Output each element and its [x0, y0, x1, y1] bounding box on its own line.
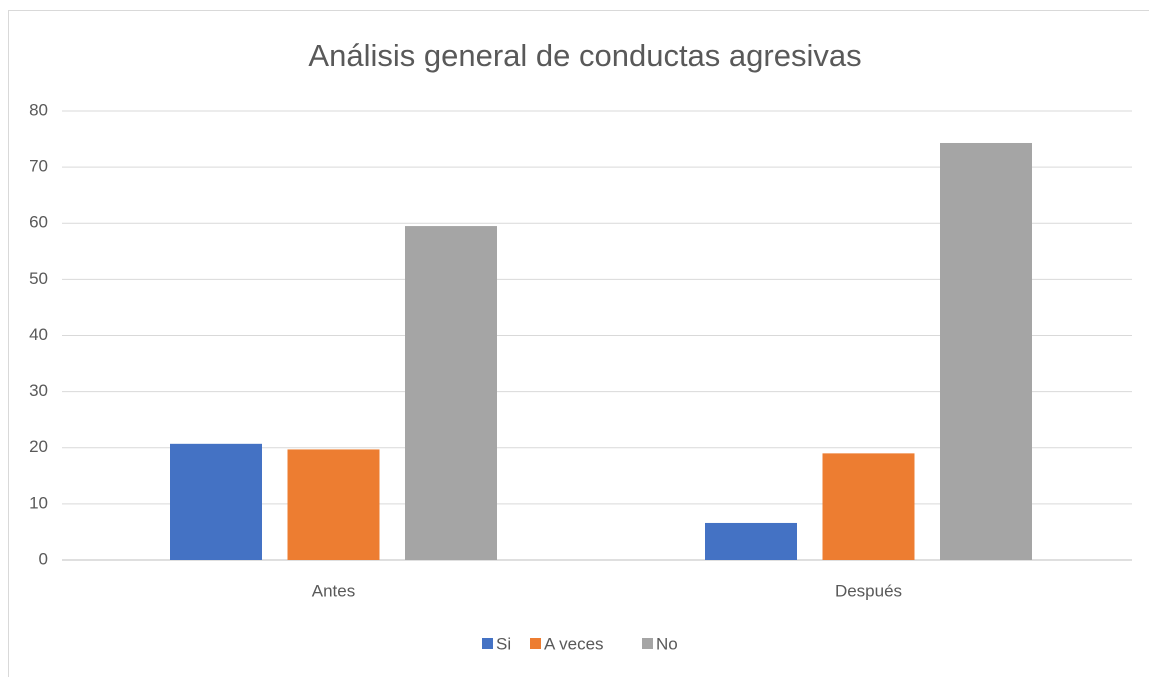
- bar: [705, 522, 797, 560]
- bar: [287, 449, 380, 560]
- x-tick-label: Después: [835, 581, 902, 600]
- bar: [822, 453, 915, 560]
- legend-swatch: [530, 638, 541, 649]
- legend-label: No: [656, 634, 678, 653]
- y-tick-label: 0: [39, 549, 48, 568]
- bar: [170, 443, 262, 560]
- legend-label: Si: [496, 634, 511, 653]
- y-tick-label: 80: [29, 100, 48, 119]
- y-tick-label: 50: [29, 269, 48, 288]
- x-tick-label: Antes: [312, 581, 355, 600]
- bar: [940, 142, 1032, 560]
- legend-label: A veces: [544, 634, 604, 653]
- chart-frame: [8, 10, 1149, 677]
- y-tick-label: 40: [29, 325, 48, 344]
- y-tick-label: 20: [29, 437, 48, 456]
- bar: [405, 226, 497, 560]
- legend-swatch: [482, 638, 493, 649]
- y-tick-label: 70: [29, 157, 48, 176]
- y-tick-label: 30: [29, 381, 48, 400]
- y-tick-label: 60: [29, 213, 48, 232]
- y-tick-label: 10: [29, 493, 48, 512]
- chart-title: Análisis general de conductas agresivas: [308, 38, 861, 73]
- legend-swatch: [642, 638, 653, 649]
